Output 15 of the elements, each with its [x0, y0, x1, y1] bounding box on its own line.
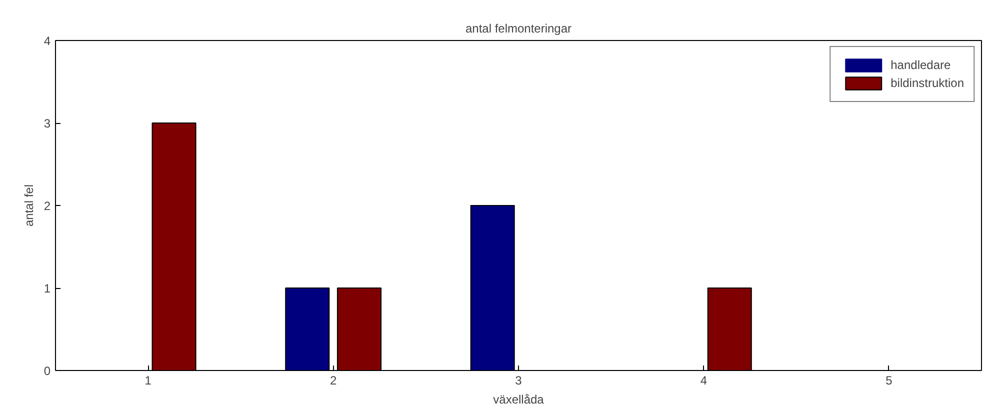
legend-label: bildinstruktion — [890, 76, 964, 90]
y-tick-label: 2 — [44, 199, 51, 213]
x-tick-label: 5 — [886, 374, 893, 388]
y-tick-label: 1 — [44, 282, 51, 296]
x-tick-label: 2 — [330, 374, 337, 388]
y-tick-label: 0 — [44, 364, 51, 378]
x-axis-title: växellåda — [493, 392, 544, 406]
x-tick-label: 1 — [144, 374, 152, 388]
y-axis-title: antal fel — [22, 184, 36, 227]
chart-title: antal felmonteringar — [465, 22, 572, 36]
y-tick-label: 4 — [44, 34, 51, 48]
x-tick-label: 4 — [700, 374, 708, 388]
x-tick-label: 3 — [515, 374, 522, 388]
y-tick-label: 3 — [44, 116, 51, 130]
legend-label: handledare — [890, 58, 951, 72]
